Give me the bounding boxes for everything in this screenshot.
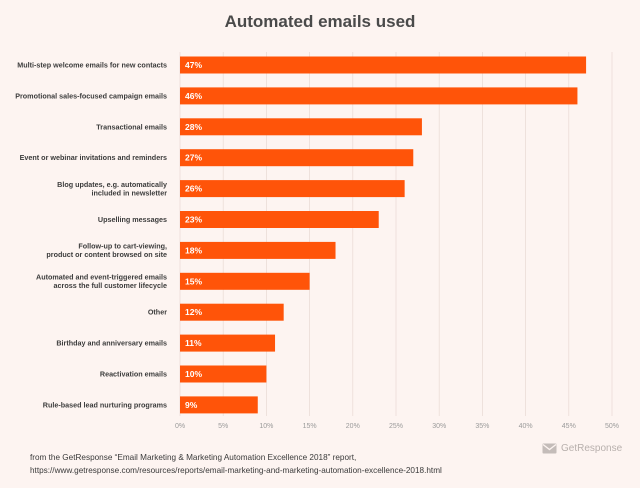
category-label: Blog updates, e.g. automatically included… bbox=[57, 180, 167, 198]
value-label: 23% bbox=[185, 215, 202, 225]
brand-name: GetResponse bbox=[561, 443, 623, 454]
x-tick-label: 5% bbox=[218, 423, 228, 430]
brand-logo: GetResponse bbox=[542, 443, 622, 454]
gridlines bbox=[179, 52, 613, 416]
bar bbox=[180, 180, 405, 198]
category-label: Birthday and anniversary emails bbox=[56, 339, 167, 348]
bar bbox=[180, 87, 578, 105]
category-label-line: Event or webinar invitations and reminde… bbox=[20, 153, 167, 162]
bar bbox=[180, 211, 379, 228]
category-label-line: included in newsletter bbox=[92, 188, 168, 197]
category-label-line: Other bbox=[148, 308, 167, 317]
bar bbox=[180, 365, 267, 383]
category-label-line: Follow-up to cart-viewing, bbox=[78, 242, 167, 251]
x-axis-ticks: 0% 5% 10% 15% 20% 25% 30% 35% 40% 45% 50% bbox=[175, 423, 619, 430]
category-label-line: Upselling messages bbox=[98, 215, 167, 224]
value-label: 10% bbox=[185, 369, 202, 379]
category-label: Transactional emails bbox=[96, 122, 167, 131]
x-tick-label: 20% bbox=[346, 423, 360, 430]
chart-title: Automated emails used bbox=[224, 12, 416, 31]
source-note-line-2: https://www.getresponse.com/resources/re… bbox=[30, 466, 442, 475]
value-label: 28% bbox=[185, 122, 202, 132]
bar bbox=[180, 241, 336, 259]
x-tick-label: 0% bbox=[175, 423, 185, 430]
category-label: Rule-based lead nurturing programs bbox=[43, 400, 167, 409]
category-label-line: across the full customer lifecycle bbox=[54, 281, 167, 290]
value-label: 27% bbox=[185, 153, 202, 163]
category-label-line: Automated and event-triggered emails bbox=[36, 273, 167, 282]
bar bbox=[180, 303, 284, 321]
bar bbox=[180, 396, 258, 414]
value-label: 15% bbox=[185, 276, 202, 286]
category-label-line: Reactivation emails bbox=[100, 370, 167, 379]
source-note-line-1: from the GetResponse “Email Marketing & … bbox=[30, 453, 357, 462]
category-label: Event or webinar invitations and reminde… bbox=[20, 153, 167, 162]
bar-chart: Multi-step welcome emails for new contac… bbox=[15, 52, 619, 430]
envelope-icon bbox=[542, 443, 557, 454]
bar bbox=[180, 272, 310, 290]
value-label: 26% bbox=[185, 184, 202, 194]
value-label: 46% bbox=[185, 91, 202, 101]
x-tick-label: 30% bbox=[432, 423, 446, 430]
value-label: 11% bbox=[185, 338, 202, 348]
category-label: Multi-step welcome emails for new contac… bbox=[17, 61, 167, 70]
x-tick-label: 35% bbox=[475, 423, 489, 430]
x-tick-label: 40% bbox=[519, 423, 533, 430]
value-label: 47% bbox=[185, 60, 202, 70]
category-label: Upselling messages bbox=[98, 215, 167, 224]
value-label: 12% bbox=[185, 307, 202, 317]
bar bbox=[180, 56, 587, 74]
x-tick-label: 25% bbox=[389, 423, 403, 430]
x-tick-label: 45% bbox=[562, 423, 576, 430]
category-label-line: Promotional sales-focused campaign email… bbox=[15, 91, 167, 100]
category-label-line: Birthday and anniversary emails bbox=[56, 339, 167, 348]
bars bbox=[180, 56, 587, 414]
category-label: Promotional sales-focused campaign email… bbox=[15, 91, 167, 100]
value-label: 9% bbox=[185, 400, 198, 410]
value-label: 18% bbox=[185, 245, 202, 255]
x-tick-label: 15% bbox=[303, 423, 317, 430]
category-label: Other bbox=[148, 308, 167, 317]
bar bbox=[180, 118, 422, 136]
category-label: Follow-up to cart-viewing, product or con… bbox=[46, 242, 167, 260]
category-label-line: Rule-based lead nurturing programs bbox=[43, 400, 167, 409]
x-tick-label: 50% bbox=[605, 423, 619, 430]
category-label-line: product or content browsed on site bbox=[46, 250, 167, 259]
category-label-line: Transactional emails bbox=[96, 122, 167, 131]
category-label-line: Multi-step welcome emails for new contac… bbox=[17, 61, 167, 70]
category-label: Reactivation emails bbox=[100, 370, 167, 379]
bar bbox=[180, 334, 276, 352]
category-label-line: Blog updates, e.g. automatically bbox=[57, 180, 167, 189]
category-label: Automated and event-triggered emails acro… bbox=[36, 273, 167, 291]
category-labels: Multi-step welcome emails for new contac… bbox=[15, 61, 167, 410]
value-labels: 47% 46% 28% 27% 26% 23% 18% 15% 12% 11% 10% 9% bbox=[185, 60, 202, 410]
x-tick-label: 10% bbox=[259, 423, 273, 430]
bar bbox=[180, 149, 414, 167]
source-note: from the GetResponse “Email Marketing & … bbox=[30, 451, 442, 477]
